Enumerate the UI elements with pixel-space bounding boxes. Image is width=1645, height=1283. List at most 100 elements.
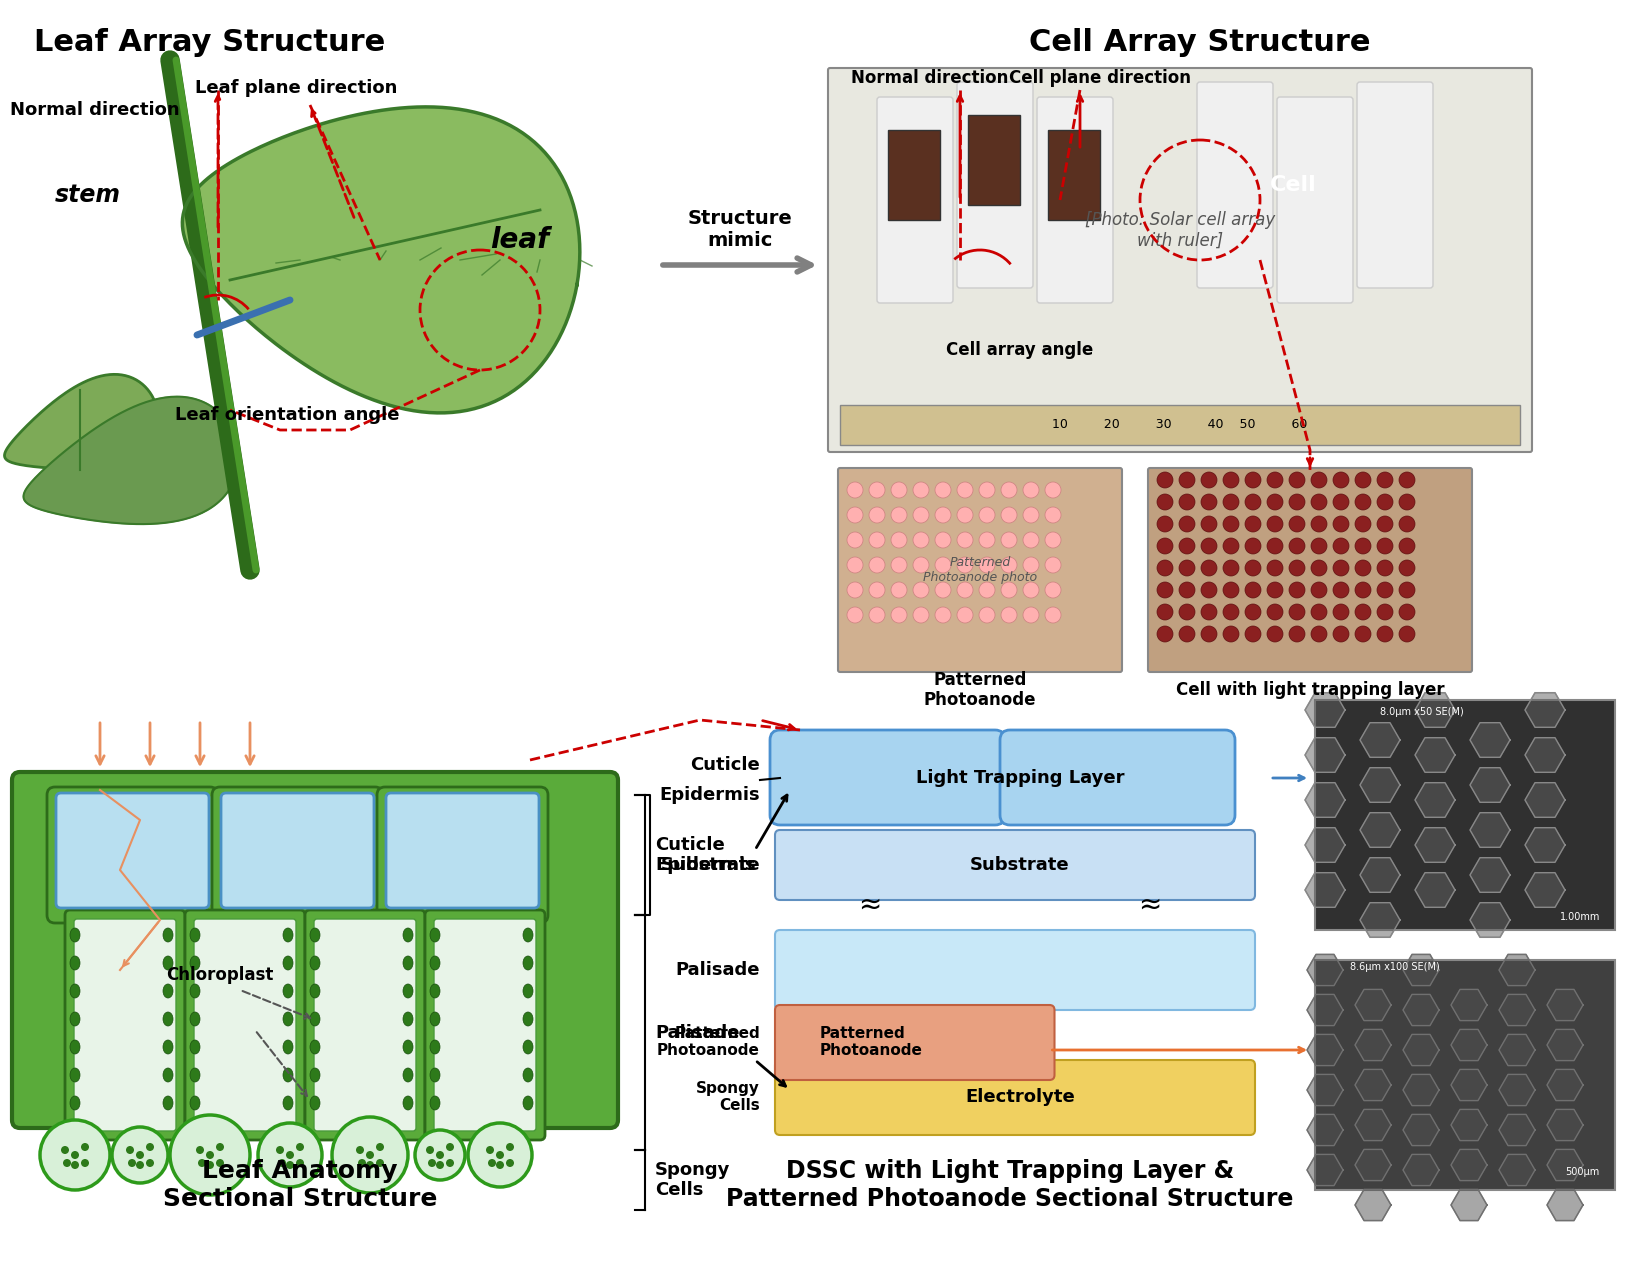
Polygon shape: [1304, 872, 1346, 907]
Circle shape: [1201, 494, 1217, 511]
Circle shape: [1222, 582, 1239, 598]
Circle shape: [1156, 538, 1173, 554]
Polygon shape: [1451, 1110, 1487, 1141]
FancyBboxPatch shape: [212, 786, 383, 922]
Polygon shape: [1355, 989, 1392, 1020]
Ellipse shape: [283, 1096, 293, 1110]
Circle shape: [415, 1130, 466, 1180]
Ellipse shape: [523, 984, 533, 998]
FancyBboxPatch shape: [377, 786, 548, 922]
Text: Patterned
Photoanode: Patterned Photoanode: [924, 671, 1036, 709]
Circle shape: [913, 532, 929, 548]
Polygon shape: [1525, 738, 1564, 772]
Circle shape: [1045, 582, 1061, 598]
FancyBboxPatch shape: [56, 793, 209, 908]
FancyBboxPatch shape: [957, 82, 1033, 287]
Text: Spongy
Cells: Spongy Cells: [655, 1161, 730, 1200]
FancyBboxPatch shape: [770, 730, 1005, 825]
Circle shape: [1332, 626, 1349, 642]
Polygon shape: [1451, 1189, 1487, 1220]
Circle shape: [1245, 516, 1262, 532]
Circle shape: [1398, 516, 1415, 532]
Circle shape: [1398, 538, 1415, 554]
Ellipse shape: [403, 956, 413, 970]
Circle shape: [979, 507, 995, 523]
Circle shape: [258, 1123, 322, 1187]
Circle shape: [1267, 516, 1283, 532]
FancyBboxPatch shape: [837, 468, 1122, 672]
Circle shape: [1311, 494, 1328, 511]
Circle shape: [1290, 538, 1304, 554]
Polygon shape: [5, 375, 158, 468]
Circle shape: [1156, 559, 1173, 576]
Bar: [888, 130, 939, 219]
Circle shape: [979, 557, 995, 574]
Circle shape: [112, 1126, 168, 1183]
Polygon shape: [1451, 1070, 1487, 1101]
Circle shape: [1201, 559, 1217, 576]
Ellipse shape: [429, 956, 439, 970]
Circle shape: [1377, 626, 1393, 642]
Ellipse shape: [191, 956, 201, 970]
Circle shape: [1332, 516, 1349, 532]
Bar: [967, 115, 1020, 205]
Polygon shape: [1415, 783, 1454, 817]
Text: Cuticle: Cuticle: [691, 756, 760, 774]
Circle shape: [428, 1159, 436, 1168]
Circle shape: [869, 582, 885, 598]
Polygon shape: [23, 396, 239, 525]
Text: Patterned
Photoanode photo: Patterned Photoanode photo: [923, 556, 1036, 584]
Polygon shape: [1308, 1074, 1342, 1106]
Text: Cell array angle: Cell array angle: [946, 341, 1094, 359]
Circle shape: [1045, 557, 1061, 574]
Polygon shape: [1546, 1110, 1582, 1141]
Circle shape: [206, 1161, 214, 1169]
Polygon shape: [1360, 812, 1400, 847]
Circle shape: [957, 532, 972, 548]
Text: Epidermis: Epidermis: [660, 786, 760, 804]
Circle shape: [892, 607, 906, 624]
Circle shape: [1245, 626, 1262, 642]
Ellipse shape: [429, 928, 439, 942]
Text: Cuticle
Epidermis: Cuticle Epidermis: [655, 835, 755, 875]
FancyBboxPatch shape: [220, 793, 373, 908]
Polygon shape: [1525, 828, 1564, 862]
Bar: [1314, 701, 1615, 930]
Circle shape: [169, 1115, 250, 1194]
Polygon shape: [1308, 1034, 1342, 1066]
Ellipse shape: [191, 1067, 201, 1082]
Circle shape: [1201, 516, 1217, 532]
Ellipse shape: [523, 956, 533, 970]
Text: stem: stem: [54, 183, 122, 207]
Circle shape: [1377, 604, 1393, 620]
Circle shape: [892, 557, 906, 574]
Polygon shape: [1308, 1155, 1342, 1185]
Polygon shape: [1403, 994, 1439, 1025]
Polygon shape: [1499, 1155, 1535, 1185]
Circle shape: [127, 1146, 133, 1153]
Circle shape: [1179, 559, 1194, 576]
Circle shape: [507, 1159, 513, 1168]
Circle shape: [1201, 604, 1217, 620]
Ellipse shape: [283, 928, 293, 942]
Circle shape: [934, 532, 951, 548]
Ellipse shape: [309, 1096, 321, 1110]
Text: Cell with light trapping layer: Cell with light trapping layer: [1176, 681, 1444, 699]
Polygon shape: [1525, 783, 1564, 817]
Polygon shape: [1355, 1150, 1392, 1180]
Ellipse shape: [309, 1041, 321, 1055]
Text: Substrate: Substrate: [971, 856, 1069, 874]
Polygon shape: [1525, 693, 1564, 727]
Circle shape: [71, 1151, 79, 1159]
Circle shape: [1355, 582, 1370, 598]
Circle shape: [892, 482, 906, 498]
Polygon shape: [183, 106, 579, 413]
Polygon shape: [1471, 812, 1510, 847]
Text: Normal direction: Normal direction: [852, 69, 1008, 87]
Circle shape: [436, 1151, 444, 1159]
Polygon shape: [1499, 955, 1535, 985]
Circle shape: [137, 1151, 145, 1159]
Polygon shape: [1546, 1189, 1582, 1220]
Circle shape: [1222, 559, 1239, 576]
FancyBboxPatch shape: [66, 910, 184, 1141]
